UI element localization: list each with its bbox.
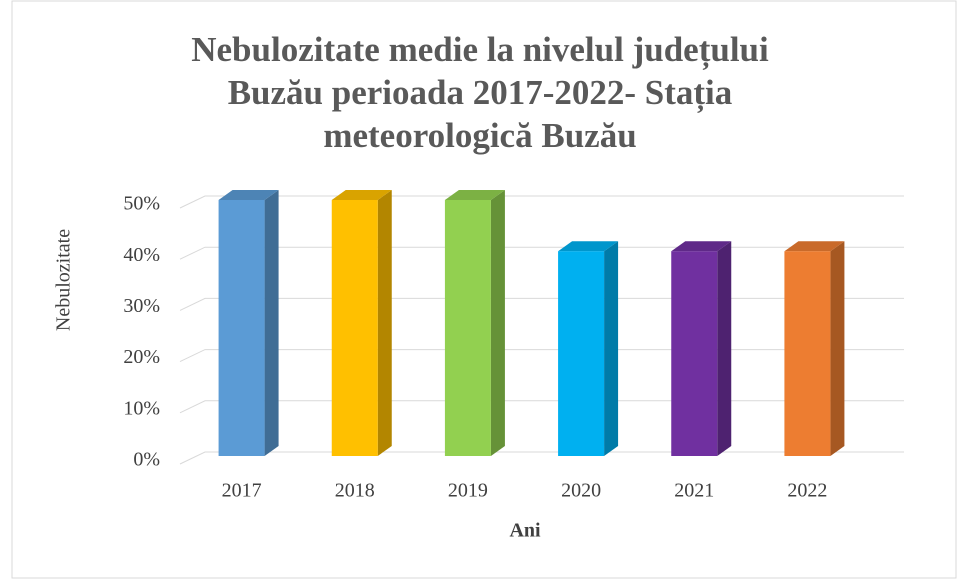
bar-top [558,241,619,252]
x-tick-label: 2018 [335,480,375,502]
bar-top [784,241,845,252]
x-axis-label: Ani [509,520,541,542]
bar-side [604,241,619,456]
bar [558,251,605,456]
y-tick-label: 30% [123,295,160,317]
bar-side [830,241,845,456]
x-tick-label: 2017 [222,480,262,502]
x-tick-label: 2019 [448,480,488,502]
grid-line [179,451,904,465]
bar [218,200,265,456]
y-tick-label: 20% [123,346,160,368]
y-tick-label: 0% [133,449,160,471]
x-tick-label: 2021 [674,480,714,502]
y-tick-label: 40% [123,244,160,266]
chart-border [11,0,957,579]
bar-top [444,190,505,200]
grid-line [179,195,904,209]
bar-side [377,190,392,456]
bar [444,200,491,456]
chart-title: Nebulozitate medie la nivelul județului … [191,30,769,155]
x-tick-label: 2022 [787,480,827,502]
bar-side [490,190,505,456]
bar [671,251,718,456]
bar-side [264,190,279,456]
bar-top [218,190,279,200]
grid-line [179,400,904,414]
x-tick-label: 2020 [561,480,601,502]
bar [331,200,378,456]
grid-line [179,246,904,260]
bar-side [717,241,732,456]
y-tick-label: 10% [123,397,160,419]
bar-top [671,241,732,252]
grid-line [179,297,904,311]
grid-line [179,349,904,363]
bar-top [331,190,392,200]
bar [784,251,831,456]
y-tick-label: 50% [123,193,160,215]
y-axis-label: Nebulozitate [53,229,75,331]
